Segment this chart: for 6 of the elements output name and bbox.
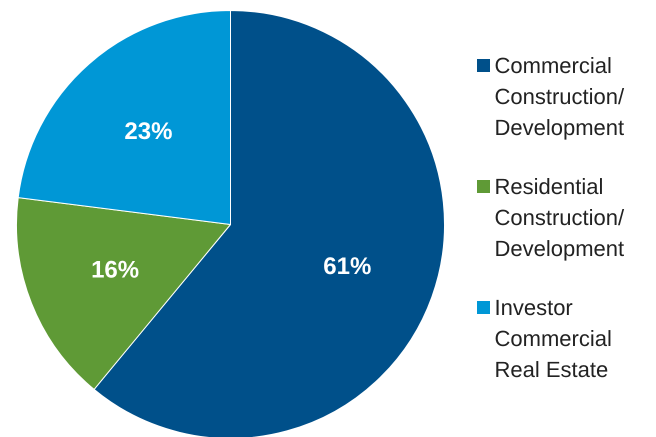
- legend-label: Investor Commercial Real Estate: [494, 295, 612, 382]
- legend-label: Residential Construction/ Development: [494, 174, 626, 261]
- data-label: 61%: [323, 253, 372, 280]
- data-label: 23%: [124, 118, 172, 145]
- data-label: 16%: [91, 256, 140, 284]
- legend-label: Commercial Construction/ Development: [494, 53, 626, 140]
